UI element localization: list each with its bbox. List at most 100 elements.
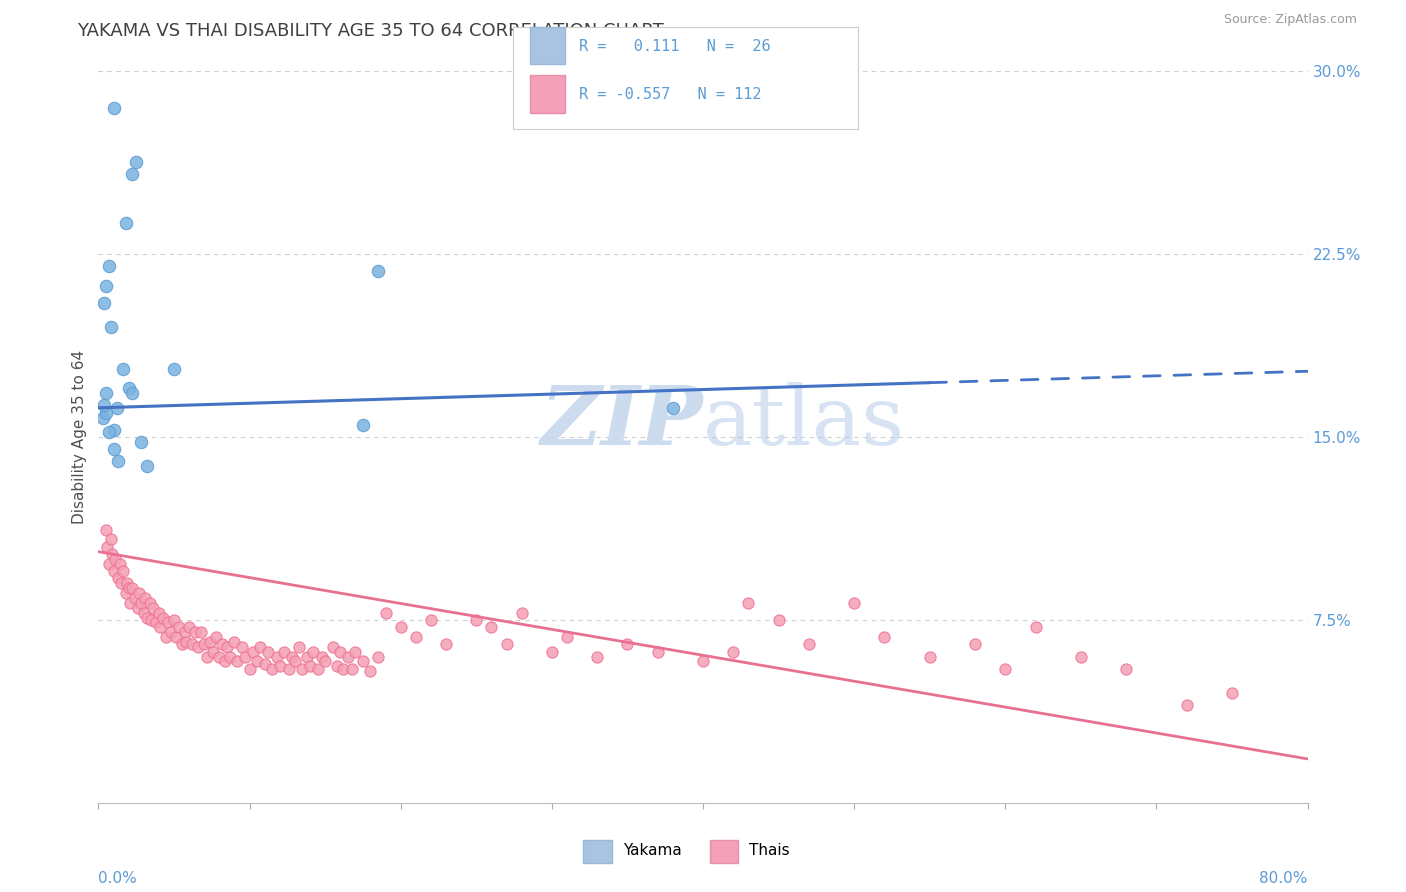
Point (434, 637, 457, 651)
Point (211, 637, 233, 651)
Point (284, 654, 307, 668)
Point (141, 613, 163, 627)
Point (94, 406, 117, 420)
Point (165, 630, 187, 644)
Point (163, 361, 186, 376)
Text: Yakama: Yakama (623, 844, 682, 858)
Point (389, 620, 412, 634)
Point (420, 613, 443, 627)
Point (918, 649, 941, 664)
Point (965, 637, 987, 651)
Point (96, 540, 118, 554)
Point (93, 296, 115, 310)
Point (336, 649, 359, 664)
Point (302, 645, 325, 659)
Point (291, 662, 314, 676)
Point (586, 649, 609, 664)
Point (100, 533, 122, 547)
Point (307, 662, 329, 676)
Point (495, 637, 517, 651)
Point (184, 625, 207, 640)
Text: R = -0.557   N = 112: R = -0.557 N = 112 (579, 87, 762, 103)
Y-axis label: Disability Age 35 to 64: Disability Age 35 to 64 (72, 350, 87, 524)
Point (242, 645, 264, 659)
Point (148, 606, 170, 620)
Text: 80.0%: 80.0% (1260, 871, 1308, 886)
Point (103, 423, 125, 437)
Point (98, 260, 121, 274)
Point (193, 637, 215, 651)
Point (156, 615, 179, 630)
Point (108, 557, 131, 571)
Point (115, 576, 138, 591)
Point (797, 637, 820, 651)
Point (125, 154, 148, 169)
Point (326, 659, 349, 673)
Point (233, 649, 256, 664)
Point (134, 591, 156, 605)
Point (277, 662, 299, 676)
Point (256, 645, 278, 659)
Point (118, 581, 141, 595)
Point (98, 425, 121, 440)
Point (149, 620, 172, 634)
Point (187, 640, 209, 654)
Point (129, 596, 152, 610)
Point (266, 649, 288, 664)
Point (311, 649, 333, 664)
Point (127, 600, 149, 615)
Point (121, 167, 143, 181)
Point (173, 625, 195, 640)
Point (104, 552, 127, 566)
Point (737, 596, 759, 610)
Point (226, 654, 249, 668)
Point (332, 662, 354, 676)
Point (1175, 698, 1198, 713)
Point (181, 637, 204, 651)
Point (299, 659, 322, 673)
Point (101, 547, 124, 561)
Point (873, 630, 896, 644)
Point (288, 640, 311, 654)
Point (1220, 686, 1243, 700)
Point (405, 630, 427, 644)
Point (145, 615, 167, 630)
Point (224, 635, 246, 649)
Point (114, 215, 136, 229)
Point (647, 645, 669, 659)
Point (174, 635, 197, 649)
Point (105, 401, 128, 415)
Point (510, 606, 533, 620)
Point (100, 320, 122, 334)
Point (616, 637, 638, 651)
Text: Thais: Thais (749, 844, 790, 858)
Point (314, 654, 336, 668)
Point (120, 596, 142, 610)
Point (329, 645, 352, 659)
Text: R =   0.111   N =  26: R = 0.111 N = 26 (579, 39, 770, 54)
Point (768, 613, 790, 627)
Point (1070, 649, 1092, 664)
Point (692, 654, 714, 668)
Point (179, 620, 201, 634)
Point (152, 610, 174, 624)
Point (253, 657, 276, 671)
Point (994, 662, 1017, 676)
Point (135, 610, 157, 624)
Text: ZIP: ZIP (540, 383, 703, 462)
Point (163, 613, 186, 627)
Point (661, 401, 683, 415)
Point (202, 645, 225, 659)
Point (269, 659, 291, 673)
Point (465, 613, 488, 627)
Point (273, 645, 295, 659)
Point (121, 386, 143, 401)
Point (124, 591, 146, 605)
Point (118, 381, 141, 395)
Point (170, 637, 193, 651)
Point (208, 649, 231, 664)
Point (352, 654, 374, 668)
Point (1115, 662, 1137, 676)
Point (540, 645, 562, 659)
Point (200, 635, 222, 649)
